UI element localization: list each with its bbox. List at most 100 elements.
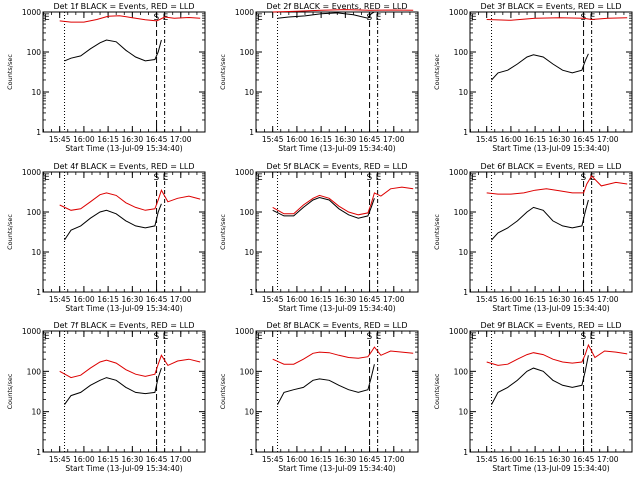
y-tick-label: 10 xyxy=(458,408,468,417)
y-tick-label: 1000 xyxy=(235,168,254,177)
x-tick-label: 16:30 xyxy=(335,455,357,464)
x-tick-label: 17:00 xyxy=(597,455,619,464)
x-tick-label: 16:45 xyxy=(573,455,595,464)
x-tick-label: 15:45 xyxy=(49,135,71,144)
x-tick-label: 16:00 xyxy=(500,455,522,464)
x-axis-label: Start Time (13-Jul-09 15:34:40) xyxy=(65,144,182,153)
y-tick-label: 1 xyxy=(463,128,468,137)
y-tick-label: 1000 xyxy=(449,327,468,336)
x-tick-label: 15:45 xyxy=(262,455,284,464)
s-marker: S xyxy=(154,332,160,342)
y-axis-label: Counts/sec xyxy=(6,373,14,409)
y-tick-label: 1000 xyxy=(449,168,468,177)
x-tick-label: 16:15 xyxy=(524,295,546,304)
panel-2: Det 2f BLACK = Events, RED = LLD 1 10 100 10… xyxy=(219,2,419,153)
x-tick-label: 16:30 xyxy=(122,135,144,144)
x-axis-label: Start Time (13-Jul-09 15:34:40) xyxy=(492,144,609,153)
y-tick-label: 10 xyxy=(244,248,254,257)
panel-title: Det 5f BLACK = Events, RED = LLD xyxy=(266,162,407,171)
y-tick-label: 1 xyxy=(463,448,468,457)
plot-frame xyxy=(469,330,633,453)
x-tick-label: 16:30 xyxy=(549,135,571,144)
plot-frame xyxy=(42,330,206,453)
x-axis-label: Start Time (13-Jul-09 15:34:40) xyxy=(278,304,395,313)
x-tick-label: 16:00 xyxy=(286,455,308,464)
x-tick-label: 16:45 xyxy=(359,295,381,304)
y-tick-label: 1000 xyxy=(235,8,254,17)
x-tick-label: 17:00 xyxy=(170,295,192,304)
e-left-marker: E xyxy=(471,332,477,342)
y-tick-label: 10 xyxy=(458,88,468,97)
y-tick-label: 100 xyxy=(27,208,42,217)
x-tick-label: 16:00 xyxy=(500,135,522,144)
x-tick-label: 15:45 xyxy=(49,295,71,304)
y-axis-label: Counts/sec xyxy=(219,373,227,409)
x-tick-label: 16:15 xyxy=(97,135,119,144)
y-axis-label: Counts/sec xyxy=(219,54,227,90)
x-tick-label: 16:00 xyxy=(286,295,308,304)
y-axis-label: Counts/sec xyxy=(433,54,441,90)
x-tick-label: 15:45 xyxy=(262,135,284,144)
x-tick-label: 17:00 xyxy=(170,455,192,464)
x-tick-label: 16:30 xyxy=(549,295,571,304)
panel-9: Det 9f BLACK = Events, RED = LLD 1 10 100 10… xyxy=(433,321,633,473)
y-tick-label: 100 xyxy=(240,367,255,376)
events-series-line xyxy=(491,53,589,81)
y-axis-label: Counts/sec xyxy=(6,214,14,250)
e-left-marker: E xyxy=(257,173,263,183)
s-marker: S xyxy=(154,173,160,183)
lld-series-line xyxy=(272,346,414,365)
y-tick-label: 1 xyxy=(36,448,41,457)
lld-series-line xyxy=(486,17,628,21)
y-tick-label: 100 xyxy=(27,48,42,57)
y-tick-label: 10 xyxy=(31,408,41,417)
y-tick-label: 1000 xyxy=(22,168,41,177)
y-tick-label: 10 xyxy=(31,248,41,257)
x-tick-label: 16:30 xyxy=(335,295,357,304)
plot-frame xyxy=(42,171,206,293)
y-tick-label: 1 xyxy=(249,448,254,457)
x-tick-label: 16:00 xyxy=(73,455,95,464)
x-tick-label: 16:45 xyxy=(359,135,381,144)
s-marker: S xyxy=(581,173,587,183)
x-axis-label: Start Time (13-Jul-09 15:34:40) xyxy=(278,464,395,473)
x-axis-label: Start Time (13-Jul-09 15:34:40) xyxy=(492,464,609,473)
events-series-line xyxy=(64,39,162,62)
lld-series-line xyxy=(59,15,201,23)
x-tick-label: 16:00 xyxy=(500,295,522,304)
panel-6: Det 6f BLACK = Events, RED = LLD 1 10 100 10… xyxy=(433,162,633,313)
e-right-marker: E xyxy=(376,13,382,23)
plot-frame xyxy=(469,11,633,133)
s-marker: S xyxy=(367,173,373,183)
e-left-marker: E xyxy=(471,173,477,183)
y-tick-label: 1000 xyxy=(22,327,41,336)
x-tick-label: 15:45 xyxy=(262,295,284,304)
x-tick-label: 16:30 xyxy=(335,135,357,144)
x-tick-label: 16:45 xyxy=(573,295,595,304)
y-tick-label: 100 xyxy=(240,48,255,57)
panel-title: Det 8f BLACK = Events, RED = LLD xyxy=(266,321,407,330)
lld-series-line xyxy=(486,175,628,195)
s-marker: S xyxy=(154,13,160,23)
x-axis-label: Start Time (13-Jul-09 15:34:40) xyxy=(492,304,609,313)
x-tick-label: 16:15 xyxy=(310,295,332,304)
x-tick-label: 15:45 xyxy=(49,455,71,464)
x-tick-label: 17:00 xyxy=(383,295,405,304)
y-tick-label: 100 xyxy=(454,367,469,376)
y-tick-label: 1 xyxy=(463,288,468,297)
y-tick-label: 1 xyxy=(36,288,41,297)
s-marker: S xyxy=(367,13,373,23)
events-series-line xyxy=(491,355,589,405)
x-tick-label: 16:45 xyxy=(146,135,168,144)
y-axis-label: Counts/sec xyxy=(219,214,227,250)
x-tick-label: 17:00 xyxy=(170,135,192,144)
x-tick-label: 15:45 xyxy=(476,295,498,304)
e-left-marker: E xyxy=(471,13,477,23)
x-tick-label: 17:00 xyxy=(383,455,405,464)
e-right-marker: E xyxy=(590,332,596,342)
x-axis-label: Start Time (13-Jul-09 15:34:40) xyxy=(65,304,182,313)
x-tick-label: 17:00 xyxy=(597,295,619,304)
panel-title: Det 4f BLACK = Events, RED = LLD xyxy=(53,162,194,171)
